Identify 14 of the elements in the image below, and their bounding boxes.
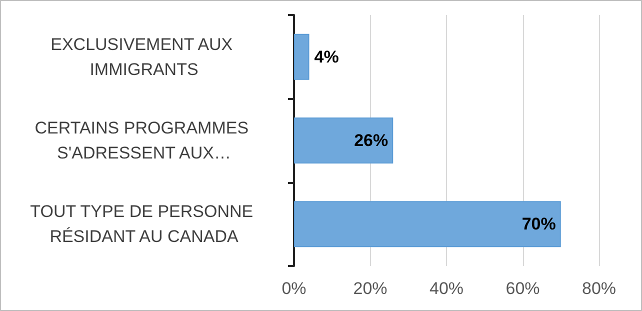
x-tick-label: 0%: [282, 279, 306, 298]
data-label: 4%: [314, 47, 339, 66]
y-tick-label: TOUT TYPE DE PERSONNE RÉSIDANT AU CANADA: [30, 202, 258, 246]
y-tick-label: CERTAINS PROGRAMMES S'ADRESSENT AUX…: [34, 118, 254, 162]
bar: [294, 201, 561, 248]
x-tick-label: 80%: [582, 279, 616, 298]
bar: [294, 117, 394, 164]
x-tick-label: 20%: [353, 279, 388, 298]
y-tick-label: EXCLUSIVEMENT AUX IMMIGRANTS: [50, 34, 238, 79]
x-tick-label: 40%: [429, 279, 464, 298]
x-tick-label: 60%: [506, 279, 540, 298]
data-label: 26%: [354, 131, 388, 150]
bar: [294, 34, 310, 80]
data-label: 70%: [522, 214, 556, 234]
